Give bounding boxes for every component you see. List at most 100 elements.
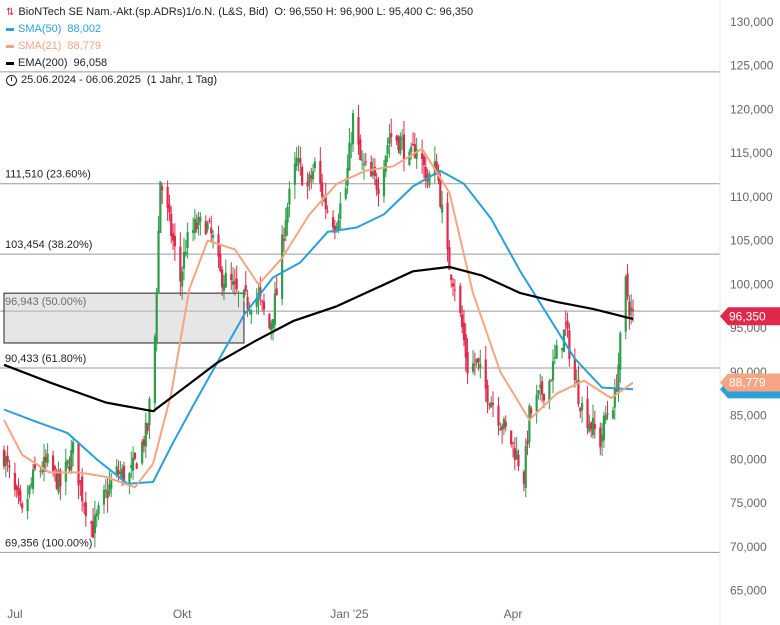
candle-body bbox=[346, 167, 349, 186]
candle-body bbox=[337, 220, 340, 231]
candle-body bbox=[104, 489, 107, 492]
candle-body bbox=[53, 466, 57, 470]
candle-body bbox=[235, 278, 238, 290]
fibonacci-zone-box bbox=[3, 292, 245, 344]
x-tick-label: Jul bbox=[7, 607, 22, 621]
last-price-tag-text: 96,350 bbox=[729, 309, 766, 323]
candle-body bbox=[501, 426, 504, 430]
ema200-swatch bbox=[6, 62, 14, 65]
candle-body bbox=[70, 450, 73, 471]
candle-body bbox=[144, 422, 147, 447]
candle-body bbox=[141, 441, 144, 464]
candle-body bbox=[259, 287, 262, 297]
candle-body bbox=[210, 227, 213, 234]
sma50-value: 88,002 bbox=[67, 23, 102, 35]
candle-body bbox=[402, 134, 406, 160]
candle-body bbox=[128, 473, 131, 483]
candle-body bbox=[268, 314, 271, 329]
candle-body bbox=[131, 457, 135, 471]
candle-body bbox=[466, 351, 469, 374]
candle-body bbox=[4, 456, 7, 466]
sma50-label: SMA(50) bbox=[18, 23, 62, 35]
candle-body bbox=[51, 455, 55, 472]
candle-body bbox=[397, 136, 400, 151]
candle-body bbox=[331, 217, 335, 228]
candle-body bbox=[611, 410, 615, 419]
sma21-tag-bg bbox=[720, 373, 780, 392]
candle-body bbox=[446, 202, 449, 250]
candle-body bbox=[208, 220, 211, 222]
legend-range-row: 25.06.2024 - 06.06.2025 (1 Jahr, 1 Tag) bbox=[6, 72, 473, 89]
x-tick-label: Okt bbox=[173, 607, 192, 621]
candle-body bbox=[451, 283, 455, 287]
legend-ema200-row[interactable]: EMA(200) 96,058 bbox=[6, 55, 473, 72]
candle-body bbox=[339, 203, 342, 220]
candle-body bbox=[421, 153, 424, 159]
candle-body bbox=[181, 271, 184, 287]
candle-body bbox=[624, 276, 627, 332]
candle-body bbox=[66, 459, 69, 465]
candle-body bbox=[613, 388, 616, 408]
candle-body bbox=[377, 188, 380, 195]
price-tags: 88,779 96,350 bbox=[720, 307, 780, 399]
candle-body bbox=[284, 220, 287, 237]
candle-body bbox=[93, 515, 96, 534]
candle-body bbox=[255, 298, 258, 307]
sma50-swatch bbox=[6, 28, 14, 31]
legend-sma50-row[interactable]: SMA(50) 88,002 bbox=[6, 21, 473, 38]
candle-body bbox=[453, 289, 456, 291]
candle-body bbox=[606, 413, 609, 415]
candle-body bbox=[422, 156, 426, 166]
date-range: 25.06.2024 - 06.06.2025 bbox=[21, 74, 141, 86]
candle-body bbox=[186, 232, 189, 249]
candle-body bbox=[626, 273, 629, 297]
candle-body bbox=[30, 483, 33, 486]
candle-body bbox=[199, 216, 202, 222]
candle-body bbox=[382, 169, 386, 197]
y-tick-label: 70,000 bbox=[730, 540, 767, 554]
candle-body bbox=[122, 465, 126, 482]
candle-body bbox=[161, 186, 164, 191]
candle-body bbox=[295, 157, 298, 167]
y-tick-label: 120,000 bbox=[730, 102, 774, 116]
candle-body bbox=[282, 238, 286, 241]
candle-body bbox=[248, 309, 251, 311]
candle-body bbox=[6, 455, 9, 463]
candle-body bbox=[515, 450, 518, 459]
candle-body bbox=[97, 505, 100, 515]
candle-body bbox=[348, 142, 351, 171]
candle-body bbox=[299, 158, 302, 164]
y-tick-label: 130,000 bbox=[730, 15, 774, 29]
candlesticks bbox=[2, 104, 635, 548]
candle-body bbox=[33, 464, 37, 469]
candle-body bbox=[237, 292, 240, 294]
clock-icon bbox=[6, 75, 17, 86]
candle-body bbox=[548, 380, 551, 402]
candle-body bbox=[464, 334, 467, 358]
y-tick-label: 65,000 bbox=[730, 584, 767, 598]
candle-body bbox=[473, 364, 476, 366]
legend-sma21-row[interactable]: SMA(21) 88,779 bbox=[6, 38, 473, 55]
candle-body bbox=[42, 456, 46, 472]
candle-body bbox=[600, 434, 604, 442]
candle-body bbox=[297, 158, 300, 162]
candle-body bbox=[511, 442, 515, 444]
candle-body bbox=[357, 116, 360, 145]
time-axis[interactable]: Jul Okt Jan '25 Apr bbox=[7, 607, 522, 621]
candle-body bbox=[108, 484, 111, 494]
sma21-label: SMA(21) bbox=[18, 40, 62, 52]
candle-body bbox=[146, 423, 149, 432]
candle-body bbox=[524, 445, 527, 488]
y-tick-label: 125,000 bbox=[730, 59, 774, 73]
fibonacci-zone bbox=[3, 292, 245, 344]
candle-body bbox=[586, 398, 589, 428]
y-tick-label: 105,000 bbox=[730, 234, 774, 248]
candle-body bbox=[575, 382, 578, 384]
last-price-tag-bg bbox=[720, 307, 780, 326]
chart-legend: ⇅ BioNTech SE Nam.-Akt.(sp.ADRs)1/o.N. (… bbox=[6, 4, 473, 89]
candle-body bbox=[471, 363, 475, 372]
candle-body bbox=[21, 503, 24, 509]
candle-body bbox=[271, 319, 275, 329]
candle-body bbox=[2, 449, 6, 467]
